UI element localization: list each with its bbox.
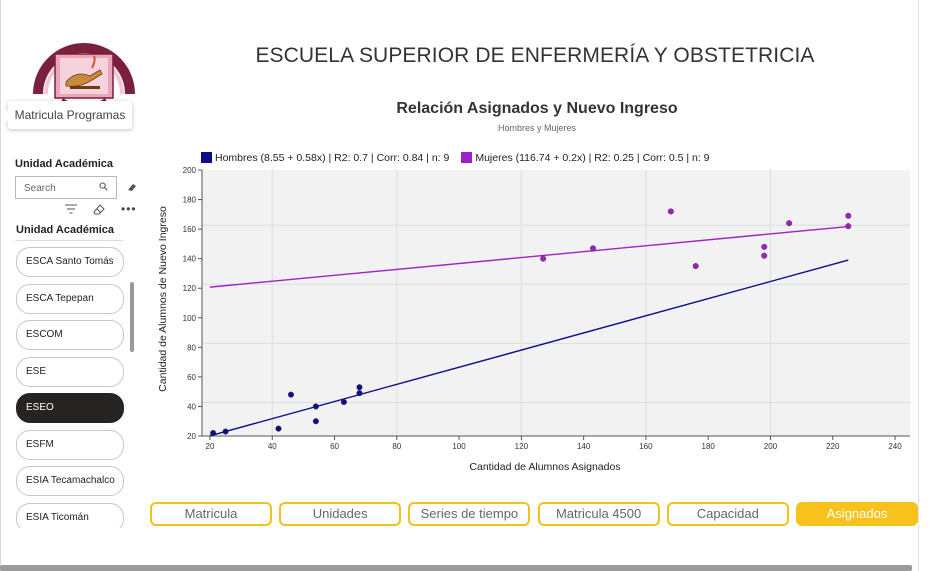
chart-legend: Hombres (8.55 + 0.58x) | R2: 0.7 | Corr:… — [201, 152, 722, 164]
slicer-header: Unidad Académica — [15, 158, 114, 170]
y-tick-label: 120 — [183, 284, 197, 293]
chart-title: Relación Asignados y Nuevo Ingreso — [396, 100, 678, 117]
data-point — [667, 208, 674, 215]
data-point — [845, 212, 852, 219]
data-point — [356, 390, 363, 397]
eraser-icon[interactable] — [92, 202, 106, 216]
x-tick-label: 60 — [330, 442, 339, 451]
data-point — [275, 425, 282, 432]
x-tick-label: 40 — [268, 442, 277, 451]
x-tick-label: 180 — [702, 442, 716, 451]
legend-item[interactable]: Hombres (8.55 + 0.58x) | R2: 0.7 | Corr:… — [201, 152, 449, 164]
data-point — [692, 263, 699, 270]
trend-line — [209, 225, 849, 288]
filter-icon[interactable] — [64, 203, 78, 215]
data-point — [589, 245, 596, 252]
tooltip-text: Matricula Programas — [14, 108, 126, 122]
data-point — [340, 399, 347, 406]
y-tick-label: 200 — [183, 166, 197, 175]
x-tick-label: 240 — [888, 442, 902, 451]
tab-matricula-4500[interactable]: Matricula 4500 — [537, 502, 660, 526]
chart-subtitle: Hombres y Mujeres — [497, 123, 577, 133]
tab-capacidad[interactable]: Capacidad — [666, 502, 789, 526]
legend-swatch — [201, 152, 212, 163]
data-point — [356, 384, 363, 391]
legend-label: Hombres (8.55 + 0.58x) | R2: 0.7 | Corr:… — [215, 152, 450, 164]
slicer-item[interactable]: ESIA Ticomán — [16, 502, 124, 528]
data-point — [761, 243, 768, 250]
y-tick-label: 80 — [187, 343, 196, 352]
slicer-title: Unidad Académica — [16, 224, 115, 236]
slicer-item[interactable]: ESEO — [16, 393, 124, 423]
tooltip: Matricula Programas — [2, 101, 132, 129]
x-tick-label: 80 — [392, 442, 401, 451]
page-title: ESCUELA SUPERIOR DE ENFERMERÍA Y OBSTETR… — [255, 44, 815, 67]
legend-item[interactable]: Mujeres (116.74 + 0.2x) | R2: 0.25 | Cor… — [461, 152, 710, 164]
data-point — [540, 255, 547, 262]
slicer-item[interactable]: ESCA Tepepan — [16, 283, 124, 314]
x-tick-label: 20 — [206, 442, 215, 451]
x-tick-label: 120 — [515, 442, 529, 451]
y-tick-label: 180 — [183, 196, 197, 205]
data-point — [222, 428, 229, 435]
data-point — [761, 252, 768, 259]
ipn-logo-text: I P N — [72, 34, 96, 46]
slicer-item[interactable]: ESE — [16, 356, 124, 387]
y-tick-label: 60 — [187, 373, 196, 382]
ipn-logo: I P N — [33, 34, 135, 108]
frame-border-right — [918, 0, 919, 571]
more-options-icon[interactable]: ••• — [121, 202, 137, 216]
y-tick-label: 140 — [183, 255, 197, 264]
slicer-item[interactable]: ESFM — [16, 429, 124, 460]
legend-swatch — [461, 152, 473, 163]
frame-border-left — [0, 0, 1, 571]
plot-area — [202, 170, 910, 436]
x-tick-label: 200 — [764, 442, 778, 451]
search-icon[interactable] — [99, 182, 108, 191]
slicer-search-input[interactable] — [22, 178, 104, 199]
data-point — [312, 418, 319, 425]
y-axis-label: Cantidad de Alumnos de Nuevo Ingreso — [157, 206, 169, 392]
y-tick-label: 20 — [187, 432, 196, 441]
slicer-search-box[interactable] — [15, 176, 117, 199]
data-point — [845, 223, 852, 230]
data-point — [287, 391, 294, 398]
data-point — [210, 430, 217, 437]
scrollbar-thumb[interactable] — [130, 282, 134, 352]
tab-series-de-tiempo[interactable]: Series de tiempo — [408, 502, 531, 526]
y-tick-label: 40 — [187, 402, 196, 411]
horizontal-scrollbar[interactable] — [0, 565, 912, 571]
slicer-item[interactable]: ESCA Santo Tomás — [16, 247, 124, 277]
clear-search-icon[interactable] — [126, 181, 138, 193]
x-tick-label: 160 — [639, 442, 653, 451]
slicer-item[interactable]: ESCOM — [16, 320, 124, 350]
tab-asignados[interactable]: Asignados — [796, 502, 918, 526]
divider — [15, 240, 123, 241]
data-point — [786, 220, 793, 227]
legend-label: Mujeres (116.74 + 0.2x) | R2: 0.25 | Cor… — [475, 152, 710, 164]
x-axis-label: Cantidad de Alumnos Asignados — [469, 461, 620, 473]
tab-matricula[interactable]: Matricula — [150, 502, 272, 526]
x-tick-label: 140 — [577, 442, 591, 451]
x-tick-label: 100 — [452, 442, 466, 451]
y-tick-label: 160 — [183, 225, 197, 234]
x-tick-label: 220 — [826, 442, 840, 451]
y-tick-label: 100 — [183, 314, 197, 323]
slicer-item[interactable]: ESIA Tecamachalco — [16, 466, 124, 496]
data-point — [312, 403, 319, 410]
slicer-list: ESCA Santo Tomás ESCA Tepepan ESCOM ESE ESEO… — [16, 247, 126, 528]
tab-unidades[interactable]: Unidades — [279, 502, 402, 526]
scatter-chart: 20 40 60 80 100 120 140 160 180 200 20 40 60 80 100 120… — [157, 166, 910, 473]
